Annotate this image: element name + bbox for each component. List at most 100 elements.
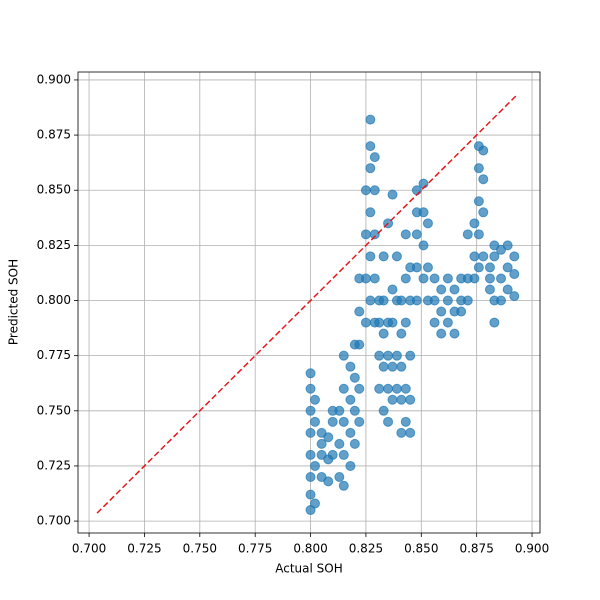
y-tick-label: 0.875 bbox=[37, 128, 71, 142]
point bbox=[383, 383, 394, 394]
point bbox=[400, 273, 411, 284]
point bbox=[378, 251, 389, 262]
point bbox=[345, 361, 356, 372]
point bbox=[502, 262, 513, 273]
point bbox=[387, 317, 398, 328]
point bbox=[509, 269, 520, 280]
point bbox=[349, 438, 360, 449]
point bbox=[478, 145, 489, 156]
point bbox=[400, 416, 411, 427]
point bbox=[345, 460, 356, 471]
y-tick-label: 0.900 bbox=[37, 72, 71, 86]
point bbox=[365, 251, 376, 262]
point bbox=[387, 361, 398, 372]
point bbox=[334, 438, 345, 449]
point bbox=[418, 178, 429, 189]
x-tick-label: 0.875 bbox=[459, 542, 493, 556]
point bbox=[422, 262, 433, 273]
point bbox=[387, 394, 398, 405]
point bbox=[374, 317, 385, 328]
point bbox=[327, 416, 338, 427]
point bbox=[411, 295, 422, 306]
x-tick-label: 0.900 bbox=[515, 542, 549, 556]
point bbox=[473, 196, 484, 207]
y-axis-label: Predicted SOH bbox=[7, 259, 21, 345]
point bbox=[484, 262, 495, 273]
point bbox=[378, 405, 389, 416]
point bbox=[334, 471, 345, 482]
point bbox=[484, 284, 495, 295]
point bbox=[349, 372, 360, 383]
point bbox=[338, 449, 349, 460]
x-tick-label: 0.775 bbox=[238, 542, 272, 556]
point bbox=[369, 185, 380, 196]
point bbox=[391, 350, 402, 361]
point bbox=[502, 284, 513, 295]
point bbox=[369, 229, 380, 240]
point bbox=[418, 240, 429, 251]
plot-frame bbox=[77, 71, 541, 534]
point bbox=[489, 251, 500, 262]
y-tick-label: 0.850 bbox=[37, 183, 71, 197]
point bbox=[383, 350, 394, 361]
point bbox=[345, 427, 356, 438]
point bbox=[378, 328, 389, 339]
point bbox=[338, 480, 349, 491]
y-tick-label: 0.800 bbox=[37, 293, 71, 307]
point bbox=[442, 295, 453, 306]
point bbox=[365, 207, 376, 218]
y-tick-label: 0.700 bbox=[37, 514, 71, 528]
point bbox=[354, 383, 365, 394]
point bbox=[365, 295, 376, 306]
point bbox=[309, 460, 320, 471]
point bbox=[502, 240, 513, 251]
x-tick-label: 0.800 bbox=[293, 542, 327, 556]
point bbox=[469, 251, 480, 262]
point bbox=[383, 416, 394, 427]
point bbox=[360, 317, 371, 328]
y-tick-label: 0.825 bbox=[37, 238, 71, 252]
point bbox=[462, 229, 473, 240]
x-tick-label: 0.700 bbox=[72, 542, 106, 556]
point bbox=[378, 295, 389, 306]
point bbox=[405, 427, 416, 438]
x-tick-label: 0.725 bbox=[127, 542, 161, 556]
point bbox=[309, 394, 320, 405]
point bbox=[316, 438, 327, 449]
y-tick-label: 0.750 bbox=[37, 403, 71, 417]
point bbox=[449, 328, 460, 339]
point bbox=[338, 383, 349, 394]
point bbox=[418, 273, 429, 284]
point bbox=[400, 317, 411, 328]
x-axis-label: Actual SOH bbox=[275, 562, 343, 576]
point bbox=[478, 207, 489, 218]
point bbox=[429, 317, 440, 328]
point bbox=[323, 432, 334, 443]
point bbox=[360, 273, 371, 284]
point bbox=[429, 295, 440, 306]
point bbox=[374, 350, 385, 361]
point bbox=[354, 306, 365, 317]
point bbox=[396, 328, 407, 339]
point bbox=[365, 141, 376, 152]
point bbox=[478, 251, 489, 262]
point bbox=[496, 273, 507, 284]
point bbox=[484, 273, 495, 284]
point bbox=[473, 163, 484, 174]
point bbox=[305, 427, 316, 438]
point bbox=[396, 427, 407, 438]
reference-line bbox=[96, 95, 517, 514]
point bbox=[473, 229, 484, 240]
point bbox=[396, 394, 407, 405]
point bbox=[378, 361, 389, 372]
point bbox=[305, 489, 316, 500]
point bbox=[369, 273, 380, 284]
point bbox=[360, 185, 371, 196]
point bbox=[442, 317, 453, 328]
point bbox=[436, 306, 447, 317]
point bbox=[391, 383, 402, 394]
point bbox=[449, 284, 460, 295]
point bbox=[309, 416, 320, 427]
point bbox=[369, 152, 380, 163]
